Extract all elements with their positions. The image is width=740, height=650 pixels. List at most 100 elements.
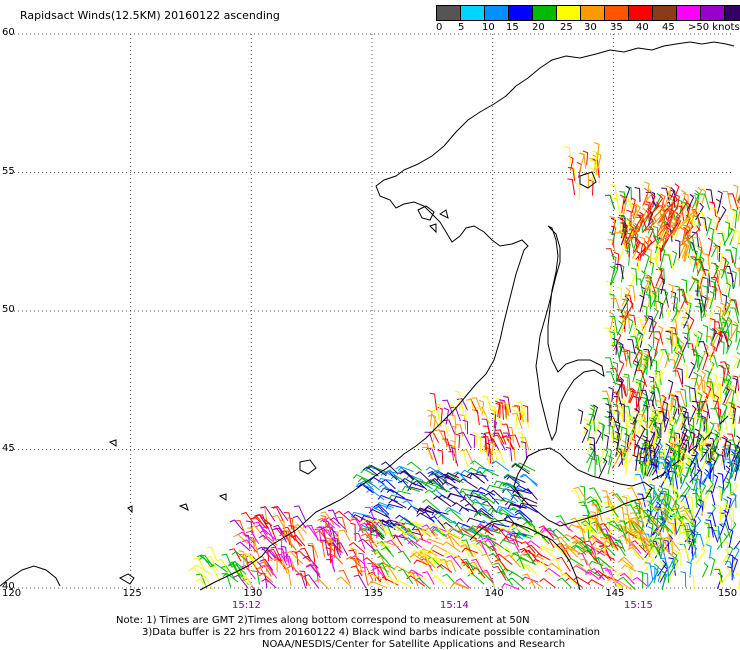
wind-barb — [686, 301, 692, 319]
wind-barb — [659, 193, 666, 214]
wind-barb — [499, 539, 516, 545]
wind-map[interactable] — [0, 0, 740, 600]
wind-barb — [660, 525, 671, 540]
wind-barb — [721, 436, 727, 458]
wind-barb — [688, 574, 695, 590]
wind-barb — [425, 466, 443, 477]
wind-barb — [276, 538, 283, 559]
latitude-label: 40 — [2, 581, 15, 592]
wind-barb — [697, 330, 703, 347]
wind-barb — [646, 248, 652, 266]
wind-barb — [618, 405, 624, 422]
wind-barb — [578, 501, 591, 515]
wind-barb — [705, 262, 711, 280]
wind-barb — [673, 515, 687, 526]
wind-barb — [364, 506, 375, 521]
wind-barb — [658, 560, 664, 580]
wind-barb — [705, 443, 715, 460]
wind-barb — [327, 509, 340, 524]
wind-barb — [729, 388, 735, 407]
legend-swatch — [677, 6, 701, 20]
wind-barb — [525, 520, 538, 533]
wind-barb — [475, 525, 494, 536]
wind-barb — [671, 551, 678, 568]
wind-barb — [732, 375, 740, 392]
wind-barb — [475, 511, 492, 520]
wind-barb — [206, 546, 218, 561]
wind-barb — [632, 203, 641, 224]
wind-barb — [495, 429, 507, 445]
wind-barb — [473, 512, 489, 518]
wind-barb — [367, 571, 382, 583]
wind-barb — [729, 449, 738, 464]
wind-barb — [668, 283, 674, 299]
wind-barb — [538, 525, 555, 539]
wind-barb — [658, 456, 668, 471]
wind-barb — [661, 302, 670, 317]
wind-barb — [537, 560, 551, 575]
wind-barb — [618, 384, 627, 397]
wind-barb — [399, 470, 414, 480]
wind-barb — [667, 497, 679, 513]
wind-barb — [713, 380, 722, 399]
wind-barb — [654, 415, 661, 433]
wind-barb — [699, 193, 711, 211]
wind-barb — [701, 188, 707, 204]
wind-barb — [583, 172, 589, 188]
legend-swatch — [557, 6, 581, 20]
sw-coastline-2 — [118, 573, 135, 585]
wind-barb — [496, 398, 503, 418]
wind-barb — [663, 409, 671, 423]
wind-barb — [598, 457, 608, 478]
wind-barb — [452, 471, 468, 482]
wind-barb — [584, 540, 597, 556]
wind-barb — [679, 446, 687, 463]
wind-barb — [655, 425, 661, 443]
wind-barb — [490, 433, 496, 449]
legend-label: >50 knots — [688, 22, 740, 33]
wind-barb — [645, 285, 654, 299]
wind-barb — [725, 481, 732, 496]
wind-barb — [731, 454, 737, 472]
wind-barb — [446, 535, 460, 547]
wind-barb — [612, 337, 618, 356]
wind-barb — [633, 531, 652, 545]
wind-barb — [230, 561, 245, 570]
wind-barb — [590, 458, 596, 476]
wind-barb — [687, 209, 697, 229]
wind-barb — [407, 486, 424, 492]
wind-barb — [539, 548, 557, 560]
wind-barb — [678, 197, 688, 215]
wind-barb — [696, 415, 703, 433]
wind-barb — [677, 289, 687, 304]
wind-barb — [720, 269, 728, 283]
wind-barb — [567, 167, 576, 181]
wind-barb — [722, 540, 729, 560]
wind-barb — [607, 239, 616, 253]
wind-barb — [637, 460, 644, 476]
wind-barb — [207, 565, 221, 582]
wind-barb — [490, 517, 507, 528]
wind-barb — [620, 444, 626, 461]
wind-barb — [492, 565, 507, 581]
wind-barb — [351, 516, 364, 532]
wind-barb — [490, 412, 497, 428]
wind-barb — [432, 410, 443, 427]
wind-barb — [648, 567, 659, 587]
wind-barb — [566, 557, 584, 567]
wind-barb — [648, 515, 666, 528]
wind-barb — [540, 529, 560, 539]
wind-barb — [705, 297, 713, 316]
wind-barb — [603, 434, 609, 450]
wind-barb — [461, 547, 479, 554]
wind-barb — [471, 558, 484, 572]
wind-barb — [722, 214, 730, 232]
wind-barb — [684, 239, 691, 257]
wind-barb — [721, 256, 727, 275]
wind-barbs — [188, 142, 740, 591]
wind-barb — [659, 229, 666, 245]
wind-barb — [672, 508, 683, 522]
wind-barb — [650, 545, 662, 559]
wind-barb — [560, 573, 578, 585]
wind-barb — [528, 580, 544, 589]
